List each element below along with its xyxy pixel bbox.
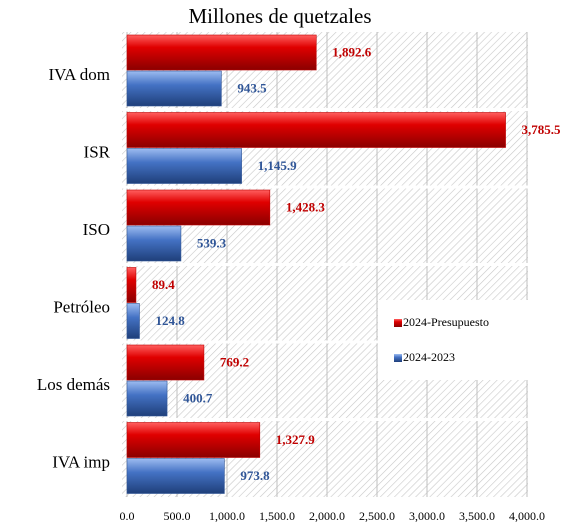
- x-tick-label: 1,500.0: [259, 509, 295, 523]
- x-tick-label: 2,000.0: [309, 509, 345, 523]
- x-tick-label: 3,500.0: [459, 509, 495, 523]
- value-label: 1,892.6: [332, 44, 372, 59]
- bar: [126, 70, 222, 107]
- category-label: Los demás: [37, 375, 110, 394]
- chart-title: Millones de quetzales: [188, 4, 371, 28]
- value-label: 400.7: [183, 390, 213, 405]
- value-label: 973.8: [240, 468, 270, 483]
- value-label: 943.5: [237, 80, 267, 95]
- bar: [126, 148, 242, 184]
- x-tick-label: 500.0: [164, 509, 191, 523]
- legend-box: [378, 300, 528, 380]
- bar: [126, 458, 225, 494]
- value-label: 1,327.9: [276, 432, 316, 447]
- bar: [126, 225, 182, 262]
- bar: [126, 112, 506, 148]
- value-label: 3,785.5: [522, 122, 562, 137]
- category-label: IVA imp: [52, 452, 110, 471]
- legend-swatch: [394, 354, 402, 362]
- x-tick-label: 4,000.0: [509, 509, 545, 523]
- value-label: 769.2: [220, 354, 249, 369]
- bar: [126, 344, 205, 381]
- x-tick-label: 1,000.0: [209, 509, 245, 523]
- value-label: 1,428.3: [286, 199, 326, 214]
- bar: [126, 267, 137, 303]
- value-label: 89.4: [152, 277, 175, 292]
- bar: [126, 380, 168, 417]
- category-label: IVA dom: [48, 65, 110, 84]
- bar: [126, 303, 140, 339]
- bar: [126, 422, 261, 458]
- x-tick-label: 2,500.0: [359, 509, 395, 523]
- legend-label: 2024-2023: [403, 350, 455, 364]
- value-label: 1,145.9: [258, 158, 298, 173]
- x-tick-label: 0.0: [120, 509, 135, 523]
- legend-label: 2024-Presupuesto: [403, 315, 489, 329]
- bar: [126, 189, 271, 226]
- value-label: 124.8: [155, 313, 185, 328]
- x-tick-label: 3,000.0: [409, 509, 445, 523]
- category-label: ISO: [83, 220, 110, 239]
- category-label: Petróleo: [53, 297, 110, 316]
- legend-swatch: [394, 319, 402, 327]
- category-label: ISR: [84, 142, 111, 161]
- value-label: 539.3: [197, 235, 227, 250]
- bar: [126, 34, 317, 71]
